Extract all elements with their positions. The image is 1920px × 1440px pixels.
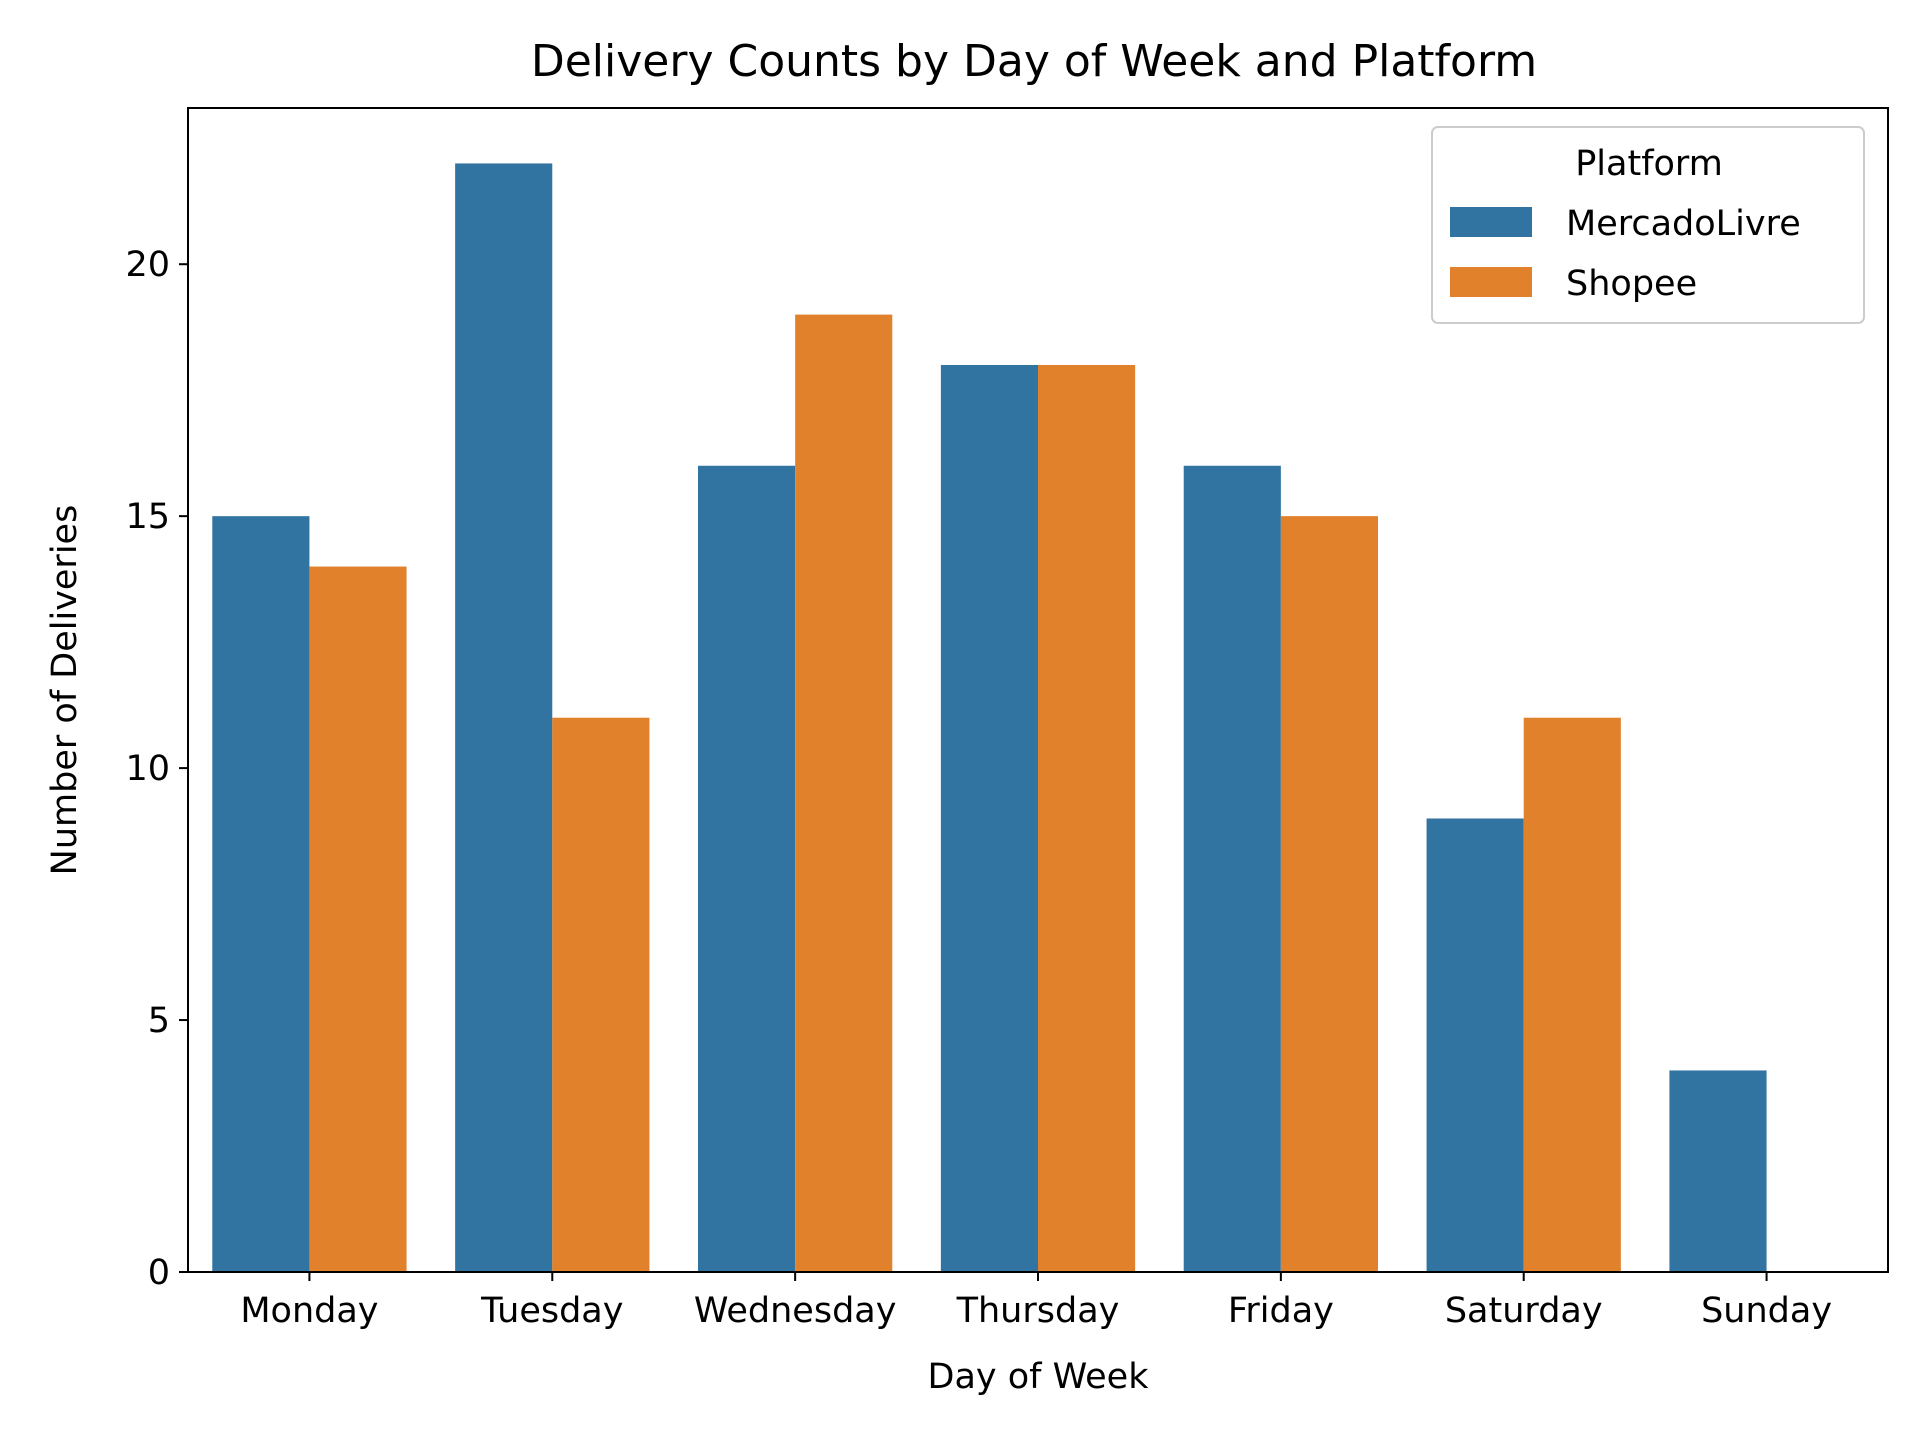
legend: Platform MercadoLivre Shopee [1431,126,1865,324]
bar-mercadolivre-wednesday [698,465,796,1272]
y-tick-label: 10 [125,749,170,789]
bar-shopee-friday [1280,516,1378,1272]
bar-mercadolivre-sunday [1669,1070,1767,1272]
legend-frame [1431,126,1865,324]
bar-mercadolivre-friday [1183,465,1281,1272]
x-axis: Monday Tuesday Wednesday Thursday Friday Satu… [240,1272,1832,1331]
bars-group [212,163,1767,1272]
chart-title: Delivery Counts by Day of Week and Platf… [531,36,1537,87]
bar-mercadolivre-tuesday [455,163,553,1272]
x-tick-label: Monday [240,1291,378,1331]
x-tick-label: Saturday [1445,1291,1603,1331]
bar-shopee-thursday [1038,364,1136,1272]
bar-shopee-tuesday [552,717,650,1272]
x-tick-label: Tuesday [480,1291,623,1331]
legend-swatch-shopee [1450,267,1532,297]
y-tick-label: 0 [148,1253,170,1293]
bar-shopee-saturday [1523,717,1621,1272]
x-tick-label: Friday [1228,1291,1334,1331]
legend-swatch-mercadolivre [1450,207,1532,237]
y-axis-label: Number of Deliveries [45,505,85,876]
legend-label-mercadolivre: MercadoLivre [1566,204,1801,244]
y-axis: 0 5 10 15 20 [125,245,188,1293]
legend-title: Platform [1575,144,1723,184]
y-tick-label: 15 [125,497,170,537]
legend-label-shopee: Shopee [1566,264,1697,304]
x-tick-label: Sunday [1701,1291,1832,1331]
x-axis-label: Day of Week [928,1357,1150,1397]
plot-frame [187,107,1889,1273]
bar-mercadolivre-saturday [1426,818,1524,1272]
y-tick-label: 20 [125,245,170,285]
x-tick-label: Thursday [956,1291,1120,1331]
bar-shopee-monday [309,566,407,1272]
bar-mercadolivre-monday [212,516,310,1272]
x-tick-label: Wednesday [694,1291,897,1331]
y-tick-label: 5 [148,1001,170,1041]
bar-shopee-wednesday [795,314,893,1272]
bar-mercadolivre-thursday [940,364,1038,1272]
